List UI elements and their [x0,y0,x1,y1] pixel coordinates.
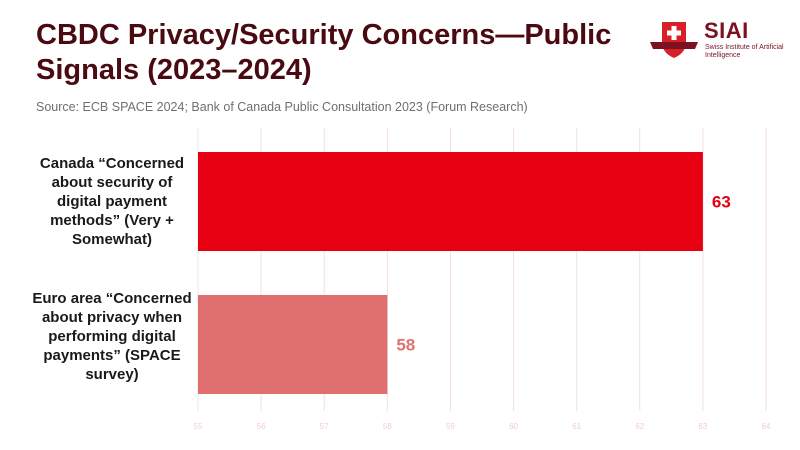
shield-icon [650,22,698,58]
chart-title: CBDC Privacy/Security Concerns—Public Si… [36,19,612,86]
category-label-euro-area: Euro area “Concerned about privacy when … [32,290,192,383]
x-tick-label: 62 [635,422,644,431]
logo-subtitle: Swiss Institute of Artificial Intelligen… [705,44,784,59]
x-tick-label: 63 [698,422,707,431]
bar-value-label: 63 [712,193,731,212]
x-tick-label: 57 [320,422,329,431]
x-tick-label: 64 [762,422,771,431]
x-tick-label: 61 [572,422,581,431]
logo-brand: SIAI [704,18,749,43]
bar [198,295,388,394]
x-tick-label: 58 [383,422,392,431]
x-tick-label: 56 [257,422,266,431]
chart-source: Source: ECB SPACE 2024; Bank of Canada P… [36,100,528,114]
bar-value-label: 58 [396,336,415,355]
bar [198,152,703,251]
siai-logo: SIAI Swiss Institute of Artificial Intel… [648,18,784,62]
x-tick-label: 55 [194,422,203,431]
x-tick-label: 60 [509,422,518,431]
x-tick-label: 59 [446,422,455,431]
category-label-canada: Canada “Concerned about security of digi… [39,155,185,248]
